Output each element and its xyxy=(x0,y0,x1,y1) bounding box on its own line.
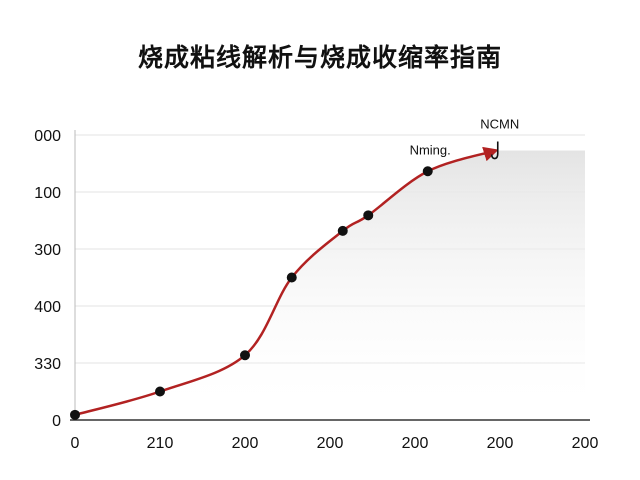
data-points xyxy=(70,166,433,420)
x-tick-label: 200 xyxy=(487,435,514,452)
data-point xyxy=(337,225,348,236)
x-tick-label: 200 xyxy=(317,435,344,452)
x-tick-label: 200 xyxy=(572,435,599,452)
y-tick-label: 400 xyxy=(34,299,61,316)
hook-icon xyxy=(490,141,499,160)
data-point xyxy=(422,166,433,177)
data-point xyxy=(70,409,80,420)
data-point xyxy=(240,350,250,361)
corner-annotation: NCMN xyxy=(480,117,519,132)
x-tick-labels: 0 210 200 200 200 200 200 xyxy=(71,435,599,452)
y-tick-label: 300 xyxy=(34,242,61,259)
y-tick-label: 000 xyxy=(34,128,61,145)
y-tick-label: 330 xyxy=(34,356,61,373)
data-point xyxy=(363,210,374,221)
y-tick-label: 0 xyxy=(52,413,61,430)
y-tick-labels: 000 100 300 400 330 0 xyxy=(34,128,61,430)
x-tick-label: 200 xyxy=(402,435,429,452)
y-tick-label: 100 xyxy=(34,185,61,202)
annotation-label: Nming. xyxy=(410,143,451,158)
x-tick-label: 0 xyxy=(71,435,80,452)
chart-title: 烧成粘线解析与烧成收缩率指南 xyxy=(137,43,502,72)
data-point xyxy=(286,272,297,283)
area-under-curve xyxy=(75,150,585,420)
data-point xyxy=(155,386,165,397)
x-tick-label: 200 xyxy=(232,435,259,452)
x-tick-label: 210 xyxy=(147,435,174,452)
